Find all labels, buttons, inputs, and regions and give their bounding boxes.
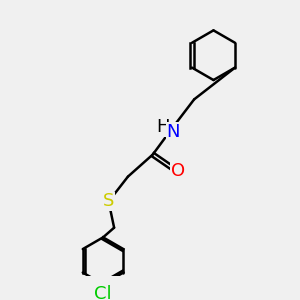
Text: O: O	[170, 162, 185, 180]
Text: S: S	[103, 193, 114, 211]
Text: H: H	[157, 118, 170, 136]
Text: N: N	[167, 123, 180, 141]
Text: Cl: Cl	[94, 285, 112, 300]
